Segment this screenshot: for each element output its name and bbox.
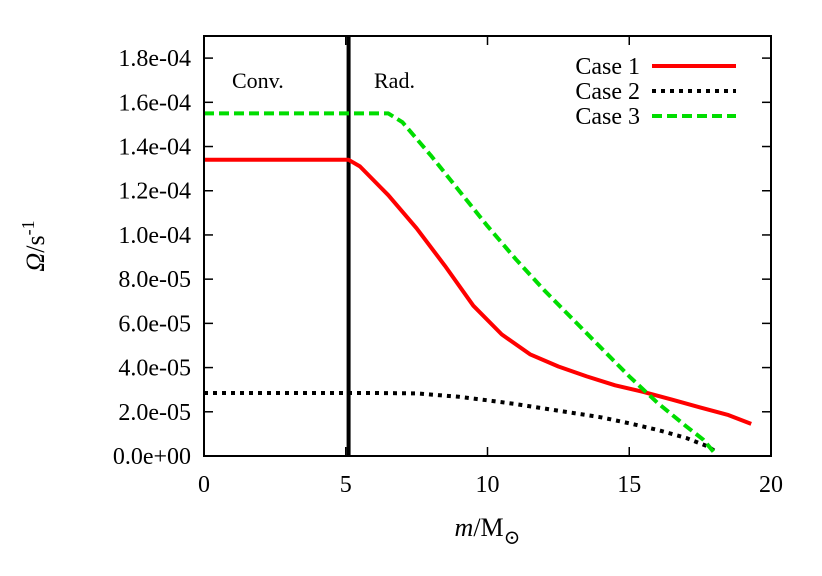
x-axis-label-sub: ⊙ bbox=[504, 527, 521, 549]
plot-marks bbox=[204, 36, 752, 456]
region-label-radiative: Rad. bbox=[374, 68, 415, 93]
y-axis-label: Ω/s-1 bbox=[18, 220, 50, 271]
x-tick-label: 20 bbox=[759, 472, 783, 498]
axis-ticks: 0 5 10 15 20 0.0e+00 2.0e-05 4.0e-05 6.0e-05 8.0e… bbox=[113, 36, 783, 498]
y-tick-label: 0.0e+00 bbox=[113, 444, 191, 470]
x-axis-label: m/M⊙ bbox=[455, 513, 521, 549]
y-axis-label-italic: Ω bbox=[21, 253, 50, 272]
x-tick-label: 10 bbox=[476, 472, 500, 498]
x-axis-label-italic: m bbox=[455, 513, 474, 542]
legend-label-case-3: Case 3 bbox=[575, 104, 640, 130]
x-tick-label: 5 bbox=[340, 472, 352, 498]
x-tick-label: 0 bbox=[198, 472, 210, 498]
region-label-convective: Conv. bbox=[232, 68, 284, 93]
legend-label-case-2: Case 2 bbox=[575, 79, 640, 105]
y-tick-label: 1.0e-04 bbox=[118, 223, 191, 249]
y-tick-label: 2.0e-05 bbox=[118, 400, 191, 426]
y-tick-label: 1.6e-04 bbox=[118, 90, 191, 116]
y-tick-label: 6.0e-05 bbox=[118, 311, 191, 337]
plot-frame bbox=[203, 35, 772, 457]
y-tick-label: 1.4e-04 bbox=[118, 135, 191, 161]
y-axis-label-unit: /s bbox=[21, 235, 50, 252]
y-tick-label: 1.2e-04 bbox=[118, 179, 191, 205]
y-axis-label-sup: -1 bbox=[18, 220, 38, 235]
region-labels: Conv. Rad. bbox=[232, 68, 415, 93]
series-line-case-2 bbox=[204, 391, 719, 455]
series-line-case-1 bbox=[204, 157, 752, 426]
x-tick-label: 15 bbox=[617, 472, 641, 498]
y-tick-label: 8.0e-05 bbox=[118, 267, 191, 293]
y-tick-label: 4.0e-05 bbox=[118, 356, 191, 382]
x-axis-label-unit: /M bbox=[473, 513, 503, 542]
legend-label-case-1: Case 1 bbox=[575, 54, 640, 80]
y-tick-label: 1.8e-04 bbox=[118, 46, 191, 72]
series-line-case-3 bbox=[204, 111, 716, 454]
